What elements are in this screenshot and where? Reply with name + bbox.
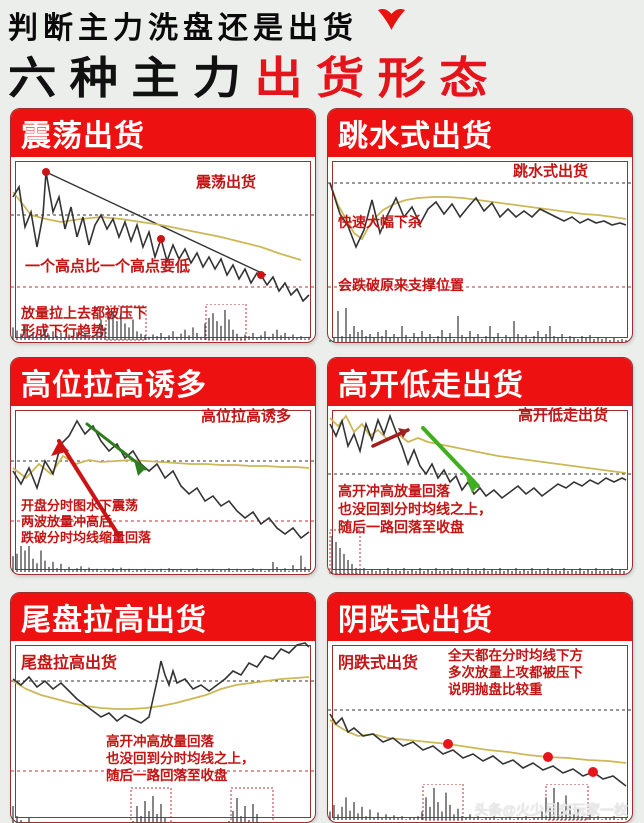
- svg-text:高开低走出货: 高开低走出货: [518, 406, 608, 424]
- svg-text:跳水式出货: 跳水式出货: [513, 162, 588, 180]
- svg-text:震荡出货: 震荡出货: [196, 173, 256, 191]
- svg-text:高位拉高诱多: 高位拉高诱多: [201, 407, 291, 425]
